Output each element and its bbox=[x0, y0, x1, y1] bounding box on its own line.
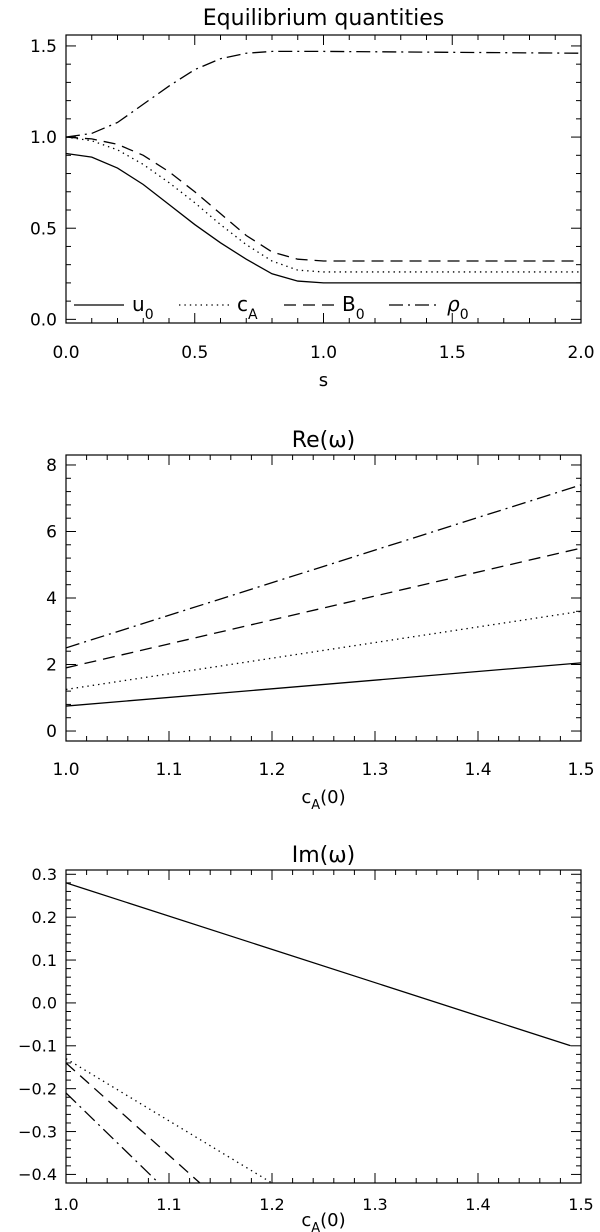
plot-frame bbox=[65, 454, 582, 742]
y-tick-label: 4 bbox=[46, 589, 57, 609]
x-tick-label: 1.5 bbox=[567, 760, 594, 780]
series-line-dashed bbox=[66, 1062, 201, 1183]
y-tick-label: −0.1 bbox=[18, 1037, 57, 1056]
x-axis-label: cA(0) bbox=[301, 787, 345, 813]
x-tick-label: 1.0 bbox=[310, 343, 337, 363]
series-line-dashdot bbox=[66, 1092, 160, 1183]
x-tick-label: 1.3 bbox=[362, 1195, 387, 1214]
y-tick-label: 2 bbox=[46, 656, 57, 676]
series-line-solid bbox=[66, 152, 581, 284]
legend-label: B0 bbox=[342, 292, 365, 323]
x-tick-label: 1.5 bbox=[439, 343, 466, 363]
legend: u0 cA B0 ρ0 bbox=[74, 292, 469, 323]
x-tick-label: 1.5 bbox=[568, 1195, 593, 1214]
x-tick-label: 1.0 bbox=[53, 1195, 78, 1214]
y-tick-label: 1.0 bbox=[30, 128, 57, 148]
panel-1: Equilibrium quantities 0.0 0.5 1.0 1.5 2.0 0.0… bbox=[30, 6, 595, 391]
x-tick-label: 1.4 bbox=[464, 760, 491, 780]
chart-title: Re(ω) bbox=[292, 428, 355, 453]
y-tick-label: −0.4 bbox=[18, 1165, 57, 1184]
x-tick-label: 1.2 bbox=[259, 1195, 284, 1214]
y-tick-label: −0.3 bbox=[18, 1122, 57, 1141]
y-tick-label: 1.5 bbox=[30, 37, 57, 57]
series-line-solid bbox=[66, 882, 571, 1047]
series-line-solid bbox=[66, 662, 581, 707]
plot-frame bbox=[65, 869, 582, 1184]
y-tick-label: 6 bbox=[46, 523, 57, 543]
x-axis-label: cA(0) bbox=[301, 1210, 345, 1232]
x-tick-label: 1.2 bbox=[258, 760, 285, 780]
series-line-dotted bbox=[66, 610, 581, 691]
series-line-dashdot bbox=[66, 50, 581, 138]
x-tick-label: 1.3 bbox=[361, 760, 388, 780]
x-axis-label: s bbox=[319, 370, 328, 391]
series-line-dashed bbox=[66, 136, 581, 262]
chart-title: Im(ω) bbox=[292, 843, 356, 868]
legend-label: u0 bbox=[132, 292, 154, 323]
panel-2: Re(ω) 1.0 1.1 1.2 1.3 1.4 1.5 0 2 4 6 8 bbox=[46, 428, 594, 780]
y-tick-label: 0.5 bbox=[30, 219, 57, 239]
y-tick-label: 0.3 bbox=[32, 865, 57, 884]
x-tick-label: 1.4 bbox=[465, 1195, 490, 1214]
x-tick-label: 0.0 bbox=[52, 343, 79, 363]
y-tick-label: 0 bbox=[46, 722, 57, 742]
y-tick-label: 0.0 bbox=[32, 994, 57, 1013]
y-tick-label: 0.2 bbox=[32, 908, 57, 927]
legend-label: ρ0 bbox=[447, 292, 469, 323]
series-line-dashdot bbox=[66, 484, 581, 649]
x-tick-label: 1.1 bbox=[155, 760, 182, 780]
x-tick-label: 2.0 bbox=[567, 343, 594, 363]
panel-3: Im(ω) 1.0 1.1 1.2 1.3 1.4 1.5 0.3 0.2 0.1 0.0 −0.1 −… bbox=[18, 843, 594, 1214]
chart-title: Equilibrium quantities bbox=[203, 6, 444, 31]
series-line-dotted bbox=[66, 136, 581, 273]
plot-frame bbox=[65, 34, 582, 324]
x-tick-label: 1.0 bbox=[52, 760, 79, 780]
y-tick-label: −0.2 bbox=[18, 1079, 57, 1098]
y-tick-label: 0.1 bbox=[32, 951, 57, 970]
y-tick-label: 0.0 bbox=[30, 310, 57, 330]
series-line-dashed bbox=[66, 547, 581, 669]
x-tick-label: 0.5 bbox=[181, 343, 208, 363]
legend-label: cA bbox=[237, 292, 258, 323]
series-line-dotted bbox=[66, 1058, 273, 1183]
y-tick-label: 8 bbox=[46, 456, 57, 476]
x-tick-label: 1.1 bbox=[156, 1195, 181, 1214]
